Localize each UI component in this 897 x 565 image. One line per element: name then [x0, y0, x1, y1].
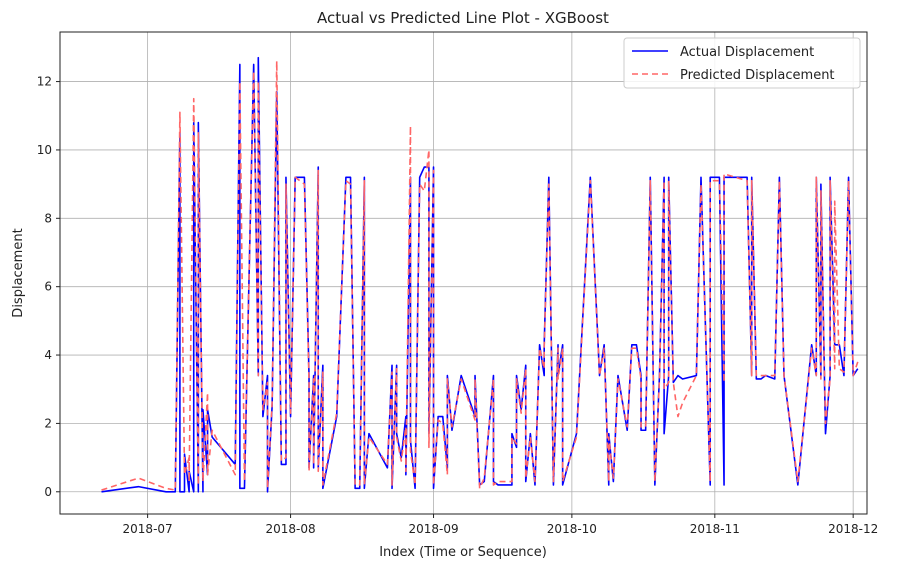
plot-frame	[59, 31, 868, 515]
y-tick-label: 4	[44, 348, 52, 362]
y-axis-label: Displacement	[11, 228, 26, 317]
chart-title: Actual vs Predicted Line Plot - XGBoost	[317, 9, 609, 27]
y-tick-label: 2	[44, 416, 52, 430]
x-tick-label: 2018-09	[408, 522, 458, 536]
legend: Actual Displacement Predicted Displaceme…	[623, 37, 861, 89]
y-tick-label: 12	[37, 75, 52, 89]
y-tick-label: 6	[44, 280, 52, 294]
legend-box	[623, 37, 861, 89]
x-tick-label: 2018-12	[828, 522, 878, 536]
legend-label-predicted: Predicted Displacement	[680, 68, 835, 83]
x-tick-label: 2018-11	[690, 522, 740, 536]
legend-label-actual: Actual Displacement	[680, 45, 814, 60]
x-tick-label: 2018-08	[266, 522, 316, 536]
x-tick-label: 2018-10	[547, 522, 597, 536]
axis-ticks: 2018-07 2018-08 2018-09 2018-10 2018-11 2018-…	[37, 75, 879, 536]
y-tick-label: 0	[44, 485, 52, 499]
y-tick-label: 8	[44, 211, 52, 225]
series-lines	[101, 56, 859, 493]
x-tick-label: 2018-07	[123, 522, 173, 536]
x-axis-label: Index (Time or Sequence)	[379, 545, 547, 560]
y-tick-label: 10	[37, 143, 52, 157]
predicted-displacement-line	[101, 60, 859, 491]
